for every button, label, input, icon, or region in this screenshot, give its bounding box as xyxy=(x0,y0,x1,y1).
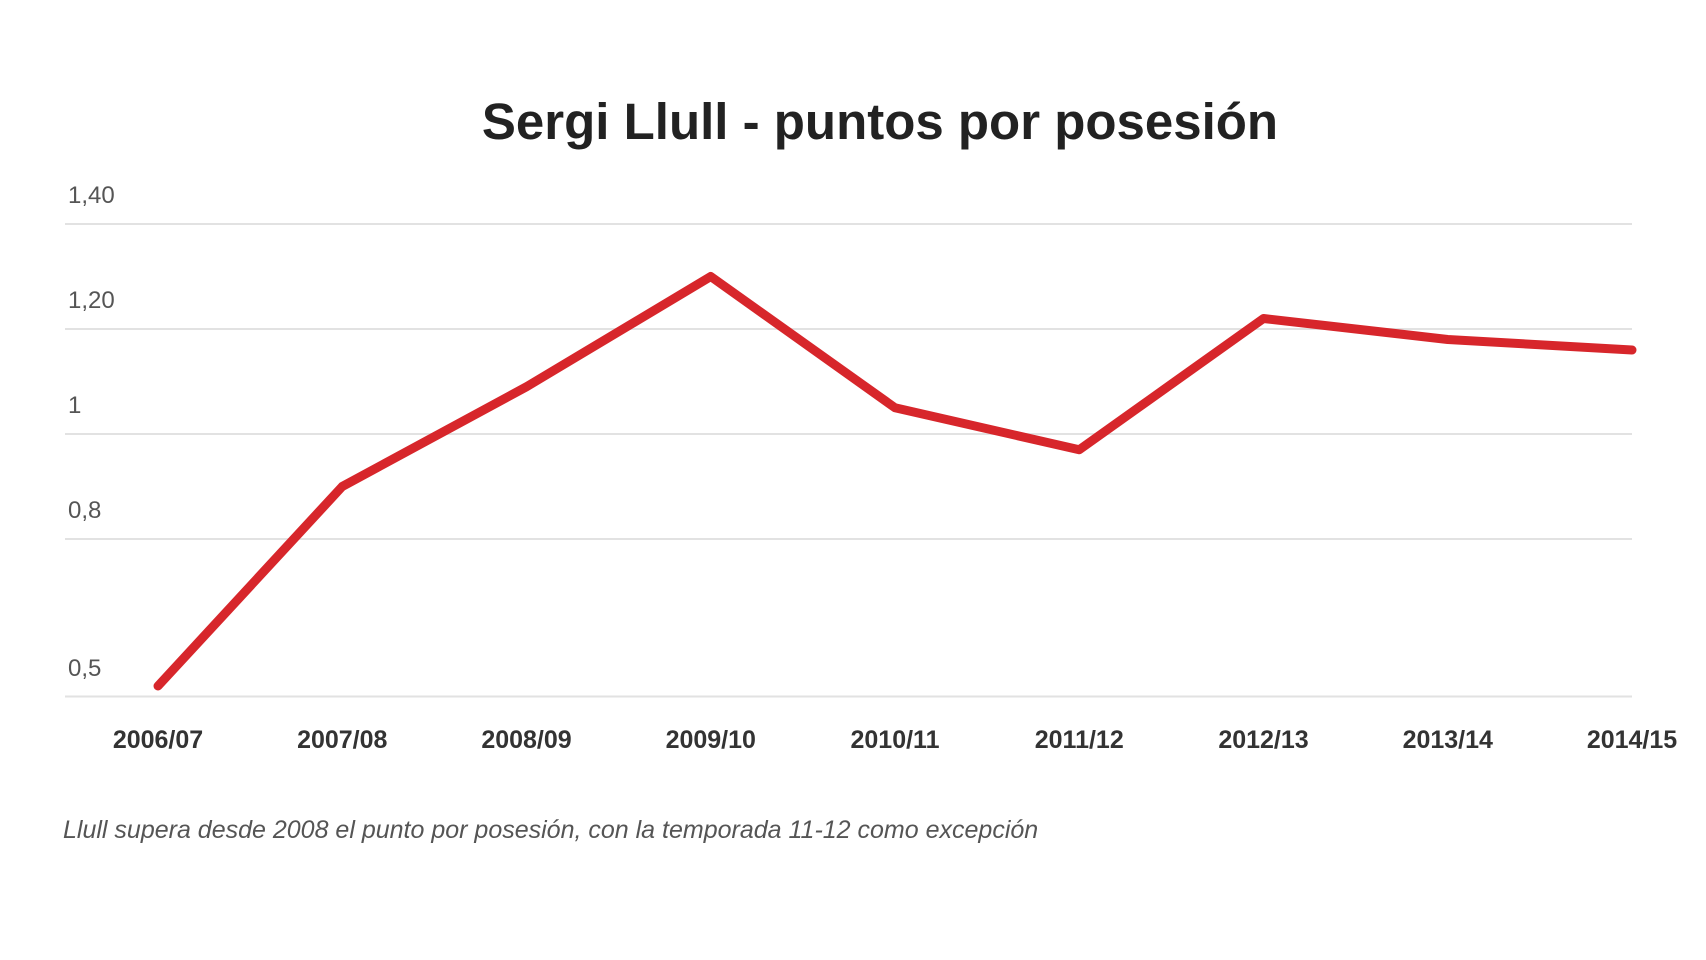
x-tick-label: 2011/12 xyxy=(1034,726,1124,754)
x-tick-label: 2006/07 xyxy=(112,726,204,754)
y-tick-label: 1 xyxy=(68,392,82,419)
x-tick-label: 2010/11 xyxy=(850,726,940,754)
y-tick-label: 1,20 xyxy=(68,287,115,314)
x-tick-label: 2009/10 xyxy=(665,726,756,754)
series-line xyxy=(153,272,1637,691)
chart-title: Sergi Llull - puntos por posesión xyxy=(481,93,1279,150)
x-tick-label: 2007/08 xyxy=(297,726,388,754)
chart-caption: Llull supera desde 2008 el punto por pos… xyxy=(63,816,1039,844)
y-tick-label: 1,40 xyxy=(68,182,115,209)
x-tick-label: 2012/13 xyxy=(1218,726,1309,754)
x-tick-label: 2008/09 xyxy=(481,726,572,754)
y-tick-label: 0,5 xyxy=(68,654,102,682)
gridlines xyxy=(65,223,1632,698)
x-tick-label: 2013/14 xyxy=(1402,726,1493,754)
x-tick-label: 2014/15 xyxy=(1586,726,1678,754)
y-tick-label: 0,8 xyxy=(68,497,102,524)
